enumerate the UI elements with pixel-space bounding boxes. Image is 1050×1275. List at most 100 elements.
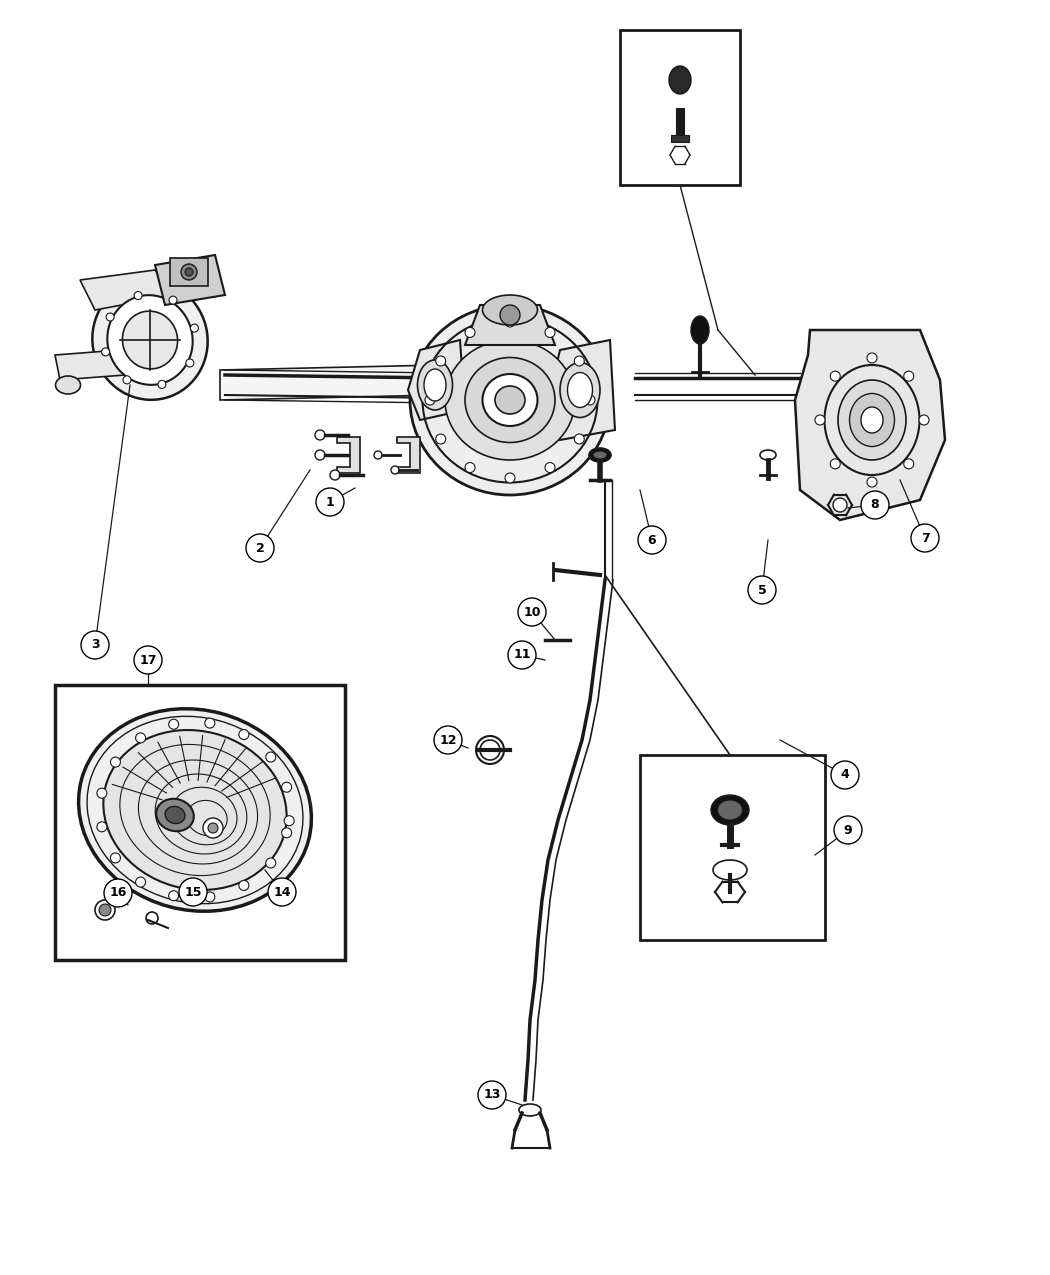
Circle shape: [123, 376, 131, 384]
Ellipse shape: [103, 731, 287, 890]
Circle shape: [425, 395, 435, 405]
Circle shape: [134, 646, 162, 674]
Ellipse shape: [567, 372, 592, 408]
Text: 6: 6: [648, 533, 656, 547]
Circle shape: [169, 719, 179, 729]
Circle shape: [178, 878, 207, 907]
Circle shape: [861, 491, 889, 519]
Bar: [170, 258, 208, 286]
Circle shape: [867, 353, 877, 363]
Circle shape: [500, 305, 520, 325]
Circle shape: [94, 900, 116, 921]
Circle shape: [205, 892, 215, 901]
Circle shape: [831, 459, 840, 469]
Circle shape: [146, 912, 158, 924]
Circle shape: [330, 470, 340, 479]
Ellipse shape: [849, 394, 895, 446]
Bar: [640, 755, 825, 940]
Ellipse shape: [711, 796, 749, 825]
Circle shape: [110, 757, 121, 768]
Ellipse shape: [410, 305, 610, 495]
Polygon shape: [55, 351, 125, 380]
Text: 1: 1: [326, 496, 334, 509]
Circle shape: [436, 356, 445, 366]
Circle shape: [102, 348, 109, 356]
Text: 12: 12: [439, 733, 457, 746]
Circle shape: [374, 451, 382, 459]
Circle shape: [281, 783, 292, 792]
Text: 5: 5: [758, 584, 766, 597]
Bar: [55, 685, 345, 960]
Circle shape: [99, 904, 111, 915]
Circle shape: [585, 395, 595, 405]
Ellipse shape: [669, 66, 691, 94]
Ellipse shape: [56, 376, 81, 394]
Text: 3: 3: [90, 639, 100, 652]
Circle shape: [834, 816, 862, 844]
Polygon shape: [548, 340, 615, 440]
Polygon shape: [397, 437, 420, 473]
Circle shape: [833, 499, 847, 513]
Text: 17: 17: [140, 654, 156, 667]
Bar: [671, 135, 689, 142]
Ellipse shape: [495, 386, 525, 414]
Ellipse shape: [92, 280, 208, 400]
Circle shape: [169, 296, 177, 305]
Circle shape: [904, 459, 914, 469]
Circle shape: [518, 598, 546, 626]
Ellipse shape: [165, 806, 185, 824]
Circle shape: [97, 788, 107, 798]
Circle shape: [169, 891, 179, 900]
Text: 14: 14: [273, 886, 291, 899]
Circle shape: [97, 822, 107, 831]
Circle shape: [574, 356, 584, 366]
Circle shape: [158, 380, 166, 389]
Ellipse shape: [483, 374, 538, 426]
Text: 8: 8: [870, 499, 879, 511]
Text: 13: 13: [483, 1089, 501, 1102]
Circle shape: [185, 268, 193, 275]
Circle shape: [434, 725, 462, 754]
Ellipse shape: [589, 448, 611, 462]
Circle shape: [238, 729, 249, 740]
Text: 16: 16: [109, 886, 127, 899]
Text: 7: 7: [921, 532, 929, 544]
Circle shape: [285, 816, 294, 826]
Circle shape: [104, 878, 132, 907]
Ellipse shape: [519, 1104, 541, 1116]
Circle shape: [478, 1081, 506, 1109]
Circle shape: [238, 881, 249, 890]
Ellipse shape: [156, 798, 194, 831]
Ellipse shape: [560, 362, 600, 417]
Circle shape: [246, 534, 274, 562]
Ellipse shape: [107, 296, 192, 385]
Ellipse shape: [861, 407, 883, 434]
Text: 10: 10: [523, 606, 541, 618]
Ellipse shape: [483, 295, 538, 325]
Ellipse shape: [691, 316, 709, 344]
Circle shape: [135, 733, 146, 743]
Polygon shape: [465, 305, 555, 346]
Circle shape: [266, 752, 276, 762]
Polygon shape: [155, 255, 225, 305]
Ellipse shape: [445, 340, 575, 460]
Ellipse shape: [838, 380, 906, 460]
Circle shape: [110, 853, 121, 863]
Circle shape: [919, 414, 929, 425]
Circle shape: [505, 317, 514, 326]
Polygon shape: [220, 365, 440, 400]
Circle shape: [315, 450, 326, 460]
Ellipse shape: [717, 799, 742, 820]
Bar: [676, 108, 684, 138]
Text: 11: 11: [513, 649, 530, 662]
Circle shape: [268, 878, 296, 907]
Polygon shape: [408, 340, 465, 419]
Text: 2: 2: [255, 542, 265, 555]
Polygon shape: [80, 270, 175, 310]
Circle shape: [545, 328, 555, 338]
Circle shape: [436, 434, 445, 444]
Circle shape: [106, 312, 114, 321]
Text: 4: 4: [841, 769, 849, 782]
Circle shape: [574, 434, 584, 444]
Ellipse shape: [465, 357, 555, 442]
